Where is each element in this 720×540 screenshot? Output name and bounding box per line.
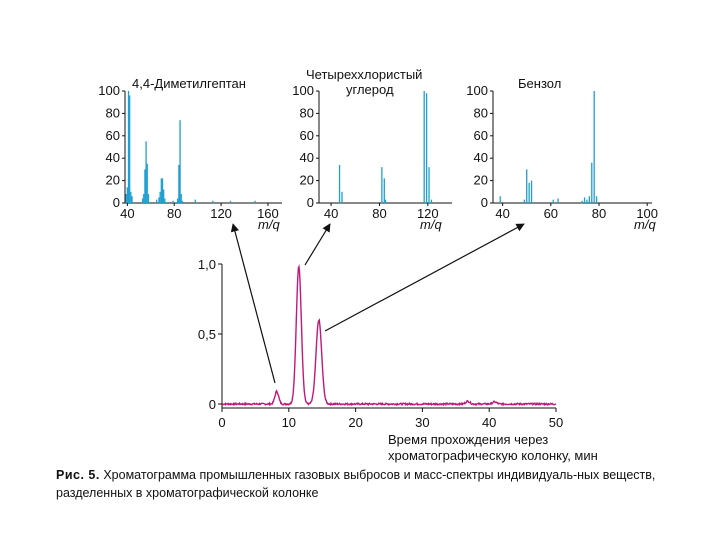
spectrum3-xtick-label: 80	[592, 206, 606, 221]
spectrum3-ytick-label: 40	[474, 150, 488, 165]
spectrum1-ytick-label: 80	[106, 105, 120, 120]
caption-text: Хроматограмма промышленных газовых выбро…	[56, 468, 656, 500]
chromatogram-ytick-label: 0	[209, 397, 216, 412]
arrow-peak2-to-spectrum2	[304, 223, 331, 266]
spectrum2-ytick-label: 80	[300, 105, 314, 120]
spectrum3-ytick-label: 20	[474, 173, 488, 188]
spectrum3-ytick-label: 80	[474, 105, 488, 120]
chromatogram-xtick-label: 20	[348, 415, 362, 430]
spectrum1-ytick-label: 60	[106, 128, 120, 143]
spectrum1-xtick-label: 40	[120, 206, 134, 221]
spectrum-panel-carbon-tetrachloride: Четыреххлористый углерод m/q 0 20 40 60 80 10…	[292, 67, 452, 232]
spectrum1-ytick-label: 0	[113, 195, 120, 210]
spectrum2-xtick-label: 80	[372, 206, 386, 221]
spectrum1-ytick-label: 20	[106, 173, 120, 188]
spectrum3-xlabel: m/q	[634, 217, 656, 232]
spectrum2-ytick-label: 100	[292, 83, 314, 98]
spectrum2-ytick-label: 60	[300, 128, 314, 143]
chromatogram-xtick-label: 10	[282, 415, 296, 430]
spectrum1-xtick-label: 120	[210, 206, 232, 221]
spectrum2-xtick-label: 40	[324, 206, 338, 221]
spectrum2-title-line2: углерод	[346, 82, 394, 97]
arrow-peak3-to-spectrum3	[324, 223, 525, 332]
spectrum3-ytick-label: 60	[474, 128, 488, 143]
chromatogram-xtick-label: 0	[218, 415, 225, 430]
spectrum2-ytick-label: 40	[300, 150, 314, 165]
spectrum2-ytick-label: 0	[307, 195, 314, 210]
chromatogram-panel: Время прохождения через хроматографическ…	[198, 257, 598, 463]
spectrum1-xtick-label: 160	[257, 206, 279, 221]
spectrum1-ytick-label: 40	[106, 150, 120, 165]
caption-label: Рис. 5.	[56, 468, 100, 482]
spectrum2-xlabel: m/q	[420, 217, 442, 232]
spectrum1-ytick-label: 100	[98, 83, 120, 98]
spectrum-panel-dimethylheptane: 4,4-Диметилгептан m/q 0 20 40 60 80 100 40 80 12…	[98, 76, 282, 232]
chromatogram-xtick-label: 50	[549, 415, 563, 430]
spectrum1-xtick-label: 80	[167, 206, 181, 221]
chromatogram-xtick-label: 40	[482, 415, 496, 430]
spectrum3-ytick-label: 0	[481, 195, 488, 210]
chromatogram-xlabel-line1: Время прохождения через	[388, 432, 548, 447]
chromatogram-xtick-label: 30	[415, 415, 429, 430]
chromatogram-ytick-label: 0,5	[198, 327, 216, 342]
spectrum3-ytick-label: 100	[466, 83, 488, 98]
peak-to-spectrum-arrows	[230, 223, 525, 384]
spectrum3-xtick-label: 100	[636, 206, 658, 221]
spectrum2-xtick-label: 120	[417, 206, 439, 221]
spectrum3-title: Бензол	[518, 76, 561, 91]
chromatogram-xlabel-line2: хроматографическую колонку, мин	[388, 448, 598, 463]
spectrum3-xtick-label: 40	[495, 206, 509, 221]
spectrum2-ytick-label: 20	[300, 173, 314, 188]
chromatogram-signal-line	[221, 264, 557, 407]
arrow-peak1-to-spectrum1	[230, 223, 276, 384]
spectrum2-title-line1: Четыреххлористый	[306, 67, 422, 82]
spectrum1-title: 4,4-Диметилгептан	[132, 76, 246, 91]
chromatogram-ytick-label: 1,0	[198, 257, 216, 272]
spectrum-panel-benzene: Бензол m/q 0 20 40 60 80 100 40 60 80 100	[466, 76, 658, 232]
figure-caption: Рис. 5. Хроматограмма промышленных газов…	[56, 466, 676, 502]
spectrum3-xtick-label: 60	[544, 206, 558, 221]
spectrum1-xlabel: m/q	[258, 217, 280, 232]
